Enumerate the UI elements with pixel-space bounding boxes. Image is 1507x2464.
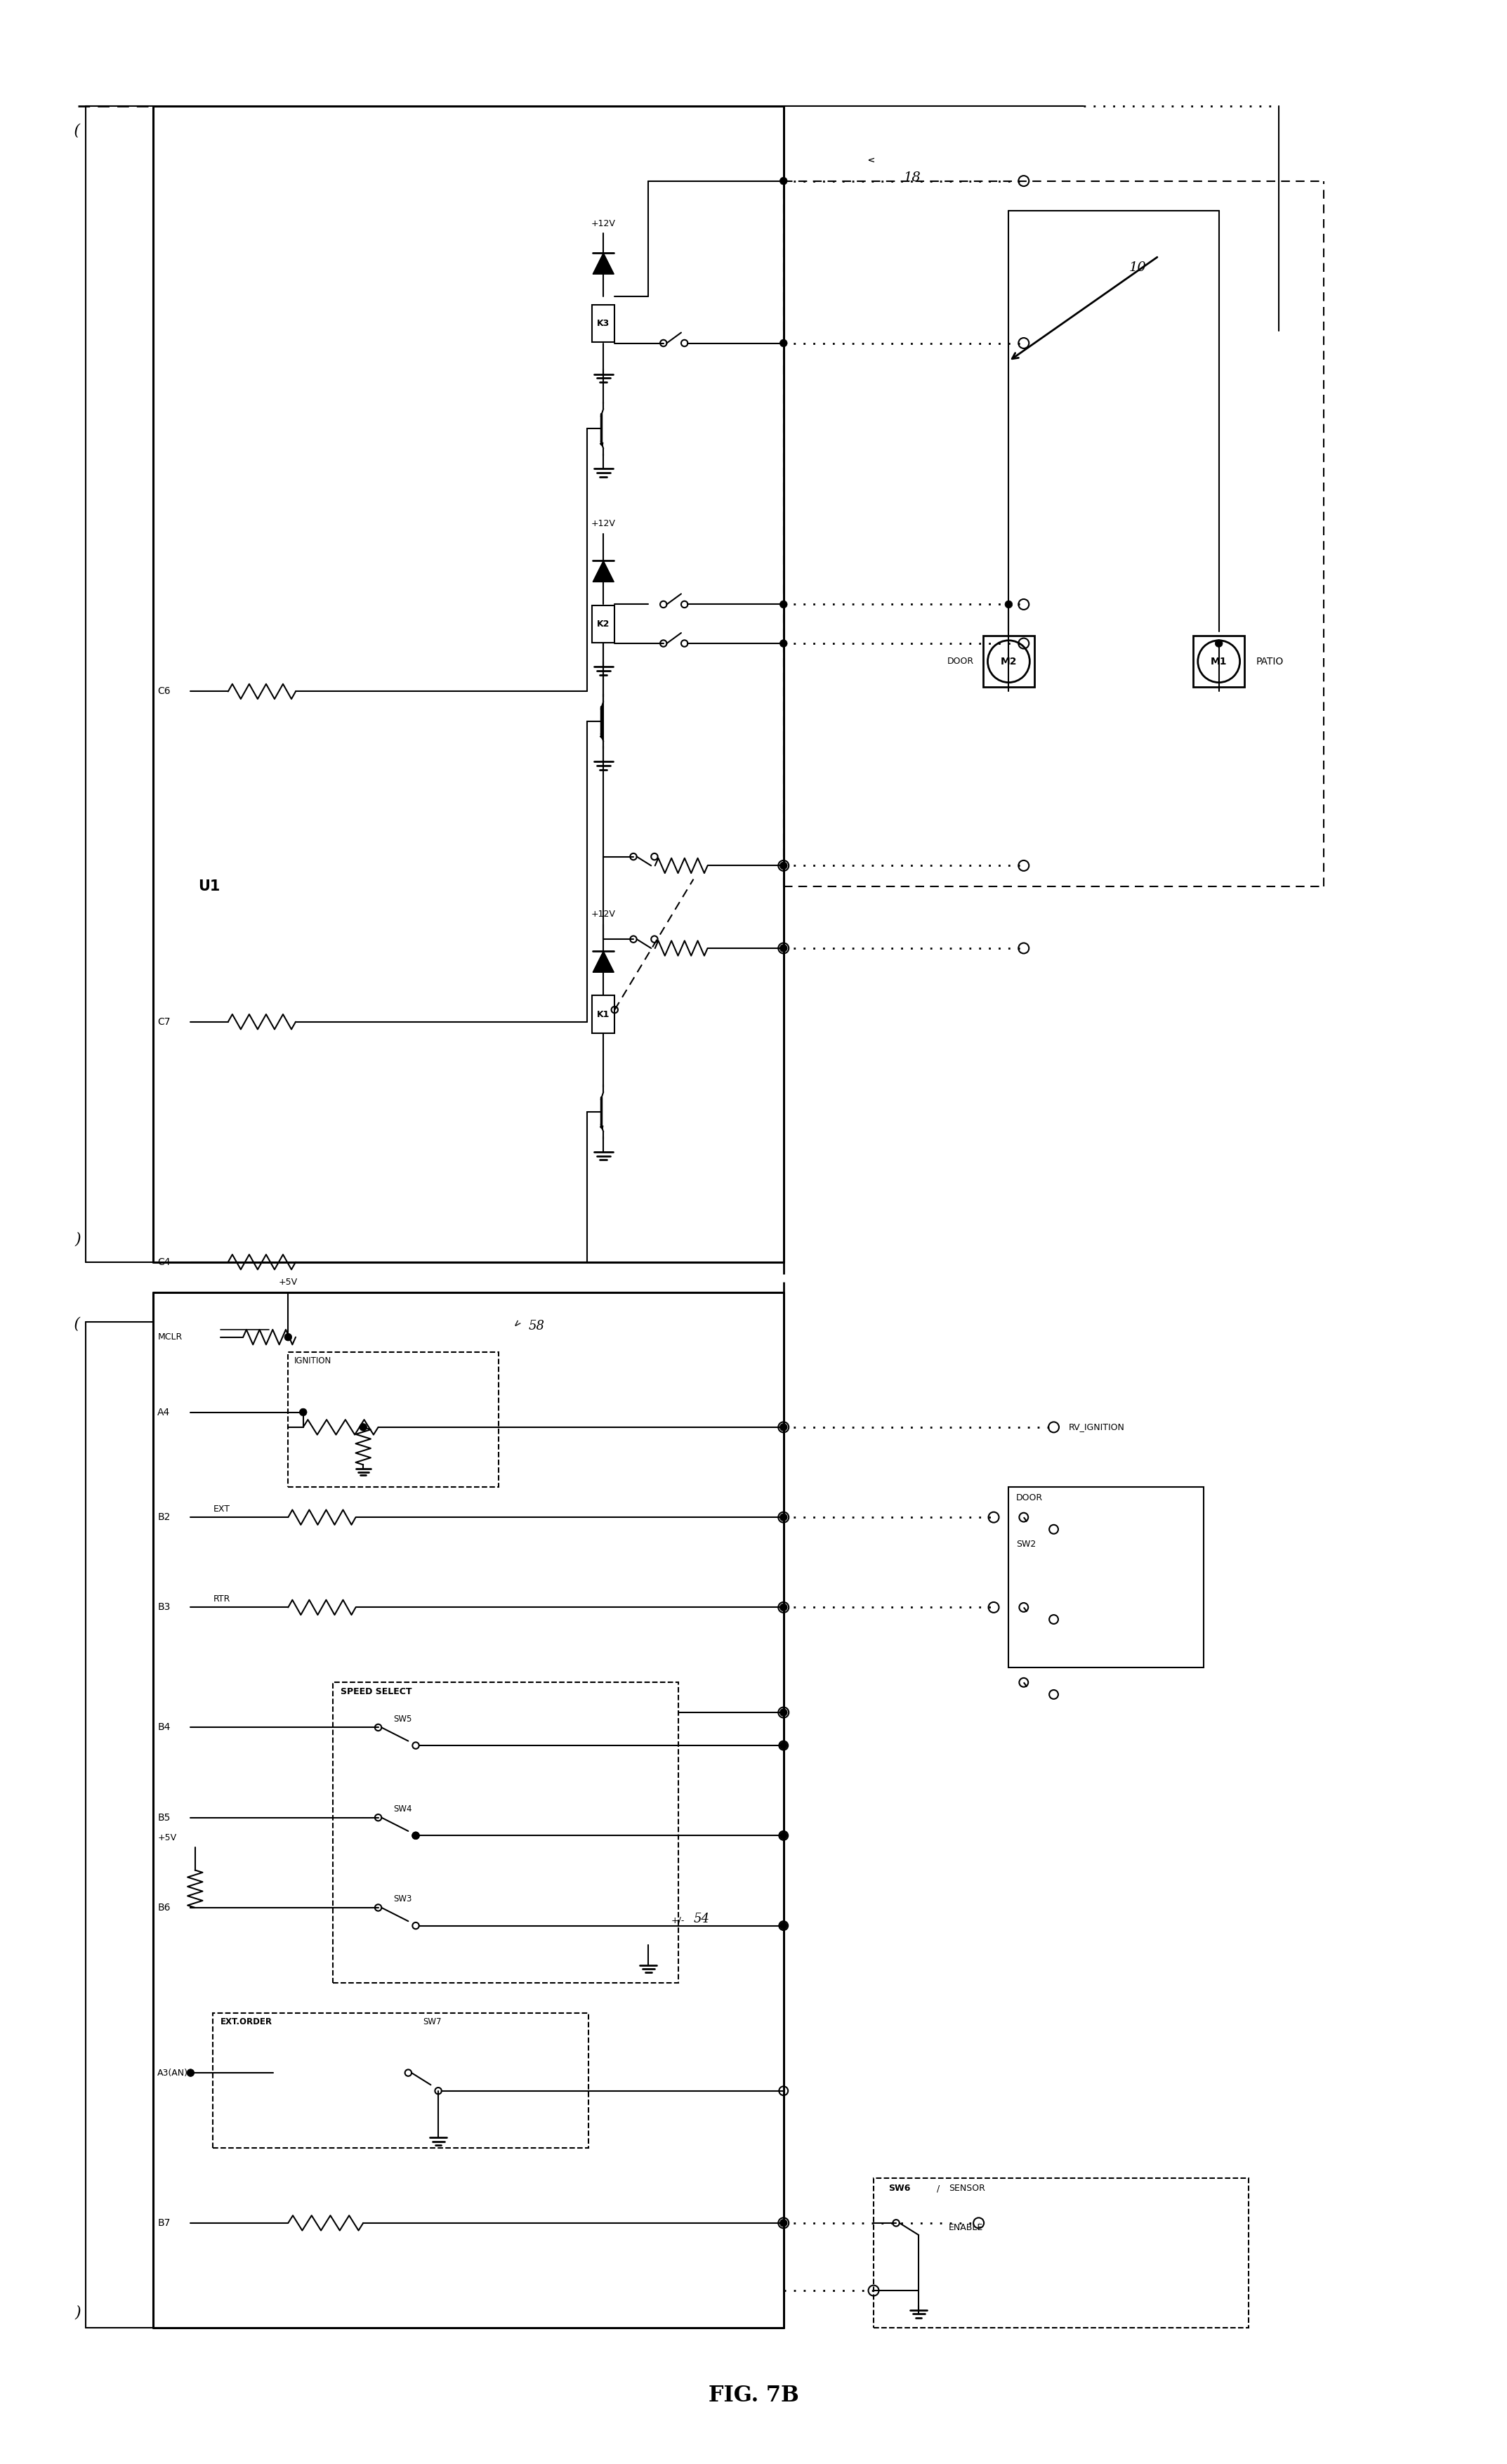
Text: RTR: RTR — [212, 1594, 231, 1604]
Text: SW2: SW2 — [1016, 1540, 1035, 1550]
Bar — [592, 606, 615, 643]
Text: ): ) — [75, 2306, 81, 2321]
Text: +5V: +5V — [158, 1833, 176, 1843]
Text: SW7: SW7 — [423, 2018, 442, 2025]
Text: SENSOR: SENSOR — [948, 2183, 986, 2193]
Text: SW6: SW6 — [889, 2183, 910, 2193]
Circle shape — [1005, 601, 1013, 609]
Text: 10: 10 — [1129, 261, 1147, 274]
Text: +12V: +12V — [591, 520, 616, 527]
Circle shape — [779, 177, 787, 185]
Text: C7: C7 — [158, 1018, 170, 1027]
Circle shape — [779, 641, 787, 648]
Circle shape — [779, 601, 787, 609]
Bar — [874, 2178, 1249, 2328]
Polygon shape — [592, 951, 613, 973]
Circle shape — [779, 944, 787, 951]
Circle shape — [779, 1708, 787, 1717]
Text: B3: B3 — [158, 1602, 170, 1611]
Circle shape — [779, 1831, 787, 1838]
Bar — [592, 306, 615, 342]
Circle shape — [779, 1604, 787, 1611]
Bar — [212, 2013, 588, 2149]
Polygon shape — [592, 562, 613, 582]
Circle shape — [779, 340, 787, 347]
Text: U1: U1 — [197, 880, 220, 894]
Text: EXT: EXT — [212, 1503, 231, 1513]
Circle shape — [360, 1424, 366, 1432]
Text: ENABLE: ENABLE — [948, 2223, 983, 2232]
Text: /: / — [937, 2183, 940, 2193]
Text: +12V: +12V — [591, 219, 616, 229]
Text: A3(AN): A3(AN) — [158, 2067, 188, 2077]
Text: 58: 58 — [529, 1321, 544, 1333]
Circle shape — [187, 2070, 194, 2077]
Text: C6: C6 — [158, 687, 170, 697]
Circle shape — [779, 1424, 787, 1432]
Text: +5V: +5V — [279, 1276, 298, 1286]
Polygon shape — [592, 254, 613, 274]
Text: ): ) — [75, 1316, 81, 1331]
Text: ∧: ∧ — [511, 1316, 523, 1328]
Text: K2: K2 — [597, 618, 610, 628]
Bar — [592, 995, 615, 1032]
Circle shape — [300, 1409, 307, 1417]
Text: C4: C4 — [158, 1257, 170, 1266]
Text: M1: M1 — [1210, 655, 1227, 665]
Text: A4: A4 — [158, 1407, 170, 1417]
Bar — [983, 636, 1034, 687]
Bar — [333, 1683, 678, 1984]
Text: K3: K3 — [597, 318, 610, 328]
Text: DOOR: DOOR — [948, 658, 974, 665]
Text: FIG. 7B: FIG. 7B — [708, 2385, 799, 2407]
Text: K1: K1 — [597, 1010, 610, 1018]
Circle shape — [411, 1831, 419, 1838]
Text: B2: B2 — [158, 1513, 170, 1523]
Text: ): ) — [75, 121, 81, 136]
Circle shape — [779, 1922, 787, 1929]
Circle shape — [779, 1513, 787, 1520]
Circle shape — [1215, 641, 1222, 648]
Text: ∧: ∧ — [867, 155, 876, 163]
Circle shape — [779, 2220, 787, 2227]
Text: SW5: SW5 — [393, 1715, 411, 1725]
Text: B6: B6 — [158, 1902, 170, 1912]
Text: +/-: +/- — [671, 1915, 684, 1924]
Text: M2: M2 — [1001, 655, 1017, 665]
Text: +12V: +12V — [591, 909, 616, 919]
Bar — [1008, 1488, 1204, 1668]
Text: SPEED SELECT: SPEED SELECT — [341, 1688, 411, 1695]
Text: PATIO: PATIO — [1257, 655, 1284, 665]
Text: RV_IGNITION: RV_IGNITION — [1068, 1422, 1124, 1432]
Text: ): ) — [75, 1232, 81, 1247]
Text: B4: B4 — [158, 1722, 170, 1732]
Text: MCLR: MCLR — [158, 1333, 182, 1343]
Text: SW3: SW3 — [393, 1895, 411, 1905]
Circle shape — [285, 1333, 292, 1340]
Text: IGNITION: IGNITION — [294, 1358, 332, 1365]
Text: SW4: SW4 — [393, 1804, 411, 1814]
Text: DOOR: DOOR — [1016, 1493, 1043, 1503]
Bar — [288, 1353, 499, 1488]
Circle shape — [779, 1742, 787, 1749]
Circle shape — [779, 862, 787, 870]
Text: B7: B7 — [158, 2218, 170, 2227]
Text: EXT.ORDER: EXT.ORDER — [220, 2018, 273, 2025]
Bar — [1194, 636, 1245, 687]
Text: B5: B5 — [158, 1814, 170, 1823]
Text: 54: 54 — [693, 1912, 710, 1924]
Text: 18: 18 — [904, 170, 921, 185]
